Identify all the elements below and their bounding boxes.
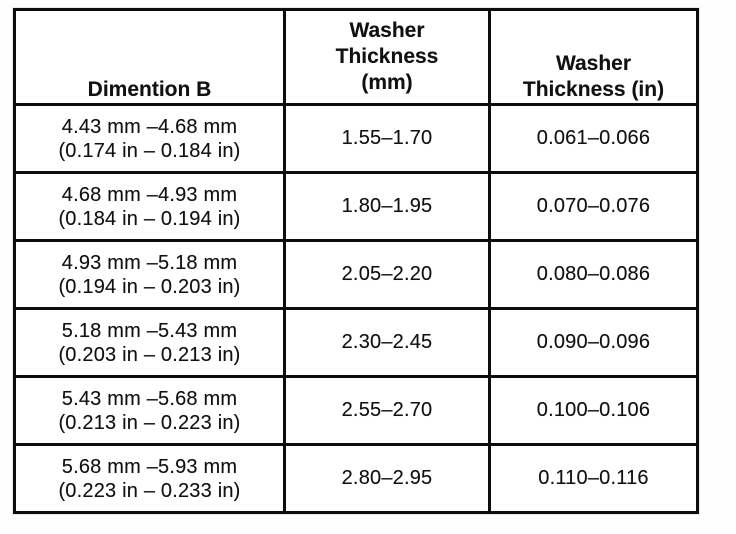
table-row: 5.68 mm –5.93 mm (0.223 in – 0.233 in) 2… bbox=[13, 443, 699, 514]
washer-thickness-table: Dimention B Washer Thickness (mm) Washer… bbox=[13, 8, 699, 514]
dimension-b-cell: 4.43 mm –4.68 mm (0.174 in – 0.184 in) bbox=[13, 103, 286, 174]
thickness-in-cell: 0.070–0.076 bbox=[488, 171, 699, 242]
dimension-mm-range: 5.43 mm –5.68 mm bbox=[61, 387, 238, 410]
header-mm-line3: (mm) bbox=[361, 71, 413, 94]
thickness-mm-cell: 2.55–2.70 bbox=[283, 375, 491, 446]
header-in-line1: Washer bbox=[555, 52, 632, 75]
dimension-mm-range: 4.43 mm –4.68 mm bbox=[61, 115, 238, 138]
header-washer-thickness-in: Washer Thickness (in) bbox=[488, 8, 699, 106]
table-row: 5.18 mm –5.43 mm (0.203 in – 0.213 in) 2… bbox=[13, 307, 699, 378]
dimension-in-range: (0.213 in – 0.223 in) bbox=[58, 411, 241, 434]
thickness-in-cell: 0.061–0.066 bbox=[488, 103, 699, 174]
dimension-in-range: (0.184 in – 0.194 in) bbox=[58, 207, 241, 230]
dimension-b-cell: 5.68 mm –5.93 mm (0.223 in – 0.233 in) bbox=[13, 443, 286, 514]
thickness-mm-cell: 2.05–2.20 bbox=[283, 239, 491, 310]
thickness-in-cell: 0.110–0.116 bbox=[488, 443, 699, 514]
dimension-mm-range: 4.68 mm –4.93 mm bbox=[61, 183, 238, 206]
header-in-line2: Thickness (in) bbox=[522, 78, 665, 101]
dimension-b-cell: 5.18 mm –5.43 mm (0.203 in – 0.213 in) bbox=[13, 307, 286, 378]
header-row: Dimention B Washer Thickness (mm) Washer… bbox=[13, 8, 699, 106]
dimension-b-cell: 4.93 mm –5.18 mm (0.194 in – 0.203 in) bbox=[13, 239, 286, 310]
header-dimension-b-label: Dimention B bbox=[87, 78, 212, 101]
thickness-in-cell: 0.100–0.106 bbox=[488, 375, 699, 446]
dimension-in-range: (0.174 in – 0.184 in) bbox=[58, 139, 241, 162]
thickness-in-cell: 0.080–0.086 bbox=[488, 239, 699, 310]
thickness-mm-cell: 1.55–1.70 bbox=[283, 103, 491, 174]
dimension-in-range: (0.203 in – 0.213 in) bbox=[58, 343, 241, 366]
header-mm-line2: Thickness bbox=[335, 45, 439, 68]
dimension-mm-range: 4.93 mm –5.18 mm bbox=[61, 251, 238, 274]
header-dimension-b: Dimention B bbox=[13, 8, 286, 106]
dimension-b-cell: 5.43 mm –5.68 mm (0.213 in – 0.223 in) bbox=[13, 375, 286, 446]
dimension-in-range: (0.194 in – 0.203 in) bbox=[58, 275, 241, 298]
dimension-mm-range: 5.68 mm –5.93 mm bbox=[61, 455, 238, 478]
thickness-mm-cell: 2.30–2.45 bbox=[283, 307, 491, 378]
dimension-b-cell: 4.68 mm –4.93 mm (0.184 in – 0.194 in) bbox=[13, 171, 286, 242]
thickness-mm-cell: 2.80–2.95 bbox=[283, 443, 491, 514]
header-mm-line1: Washer bbox=[349, 19, 425, 42]
table-row: 4.43 mm –4.68 mm (0.174 in – 0.184 in) 1… bbox=[13, 103, 699, 174]
table-row: 5.43 mm –5.68 mm (0.213 in – 0.223 in) 2… bbox=[13, 375, 699, 446]
table-row: 4.93 mm –5.18 mm (0.194 in – 0.203 in) 2… bbox=[13, 239, 699, 310]
thickness-mm-cell: 1.80–1.95 bbox=[283, 171, 491, 242]
dimension-mm-range: 5.18 mm –5.43 mm bbox=[61, 319, 238, 342]
table-row: 4.68 mm –4.93 mm (0.184 in – 0.194 in) 1… bbox=[13, 171, 699, 242]
dimension-in-range: (0.223 in – 0.233 in) bbox=[58, 479, 241, 502]
header-washer-thickness-mm: Washer Thickness (mm) bbox=[283, 8, 491, 106]
thickness-in-cell: 0.090–0.096 bbox=[488, 307, 699, 378]
